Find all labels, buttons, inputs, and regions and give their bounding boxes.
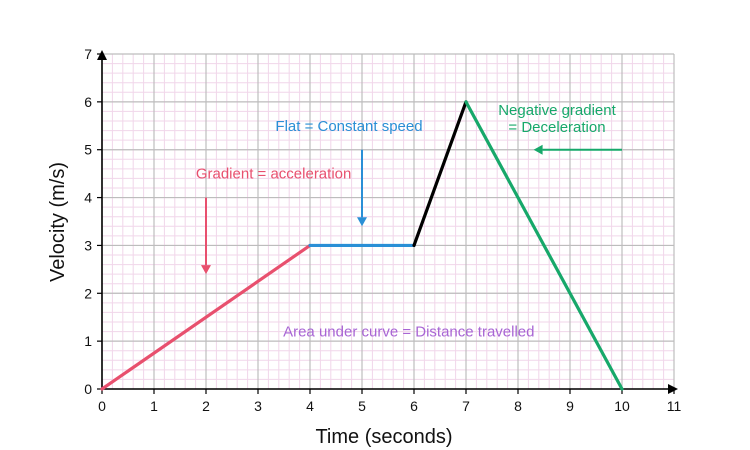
annotation-text-gradient: Gradient = acceleration — [196, 166, 352, 183]
annotation-text-area: Area under curve = Distance travelled — [283, 324, 534, 341]
x-tick-label: 0 — [98, 398, 106, 414]
y-tick-label: 4 — [84, 190, 92, 206]
annotation-text-negative: Negative gradient — [498, 102, 616, 119]
annotation-arrow-head-flat — [357, 217, 367, 227]
x-tick-label: 8 — [514, 398, 522, 414]
y-tick-label: 6 — [84, 94, 92, 110]
axes — [97, 50, 678, 394]
x-tick-label: 9 — [566, 398, 574, 414]
x-tick-label: 3 — [254, 398, 262, 414]
annotation-text-flat: Flat = Constant speed — [275, 118, 422, 135]
y-tick-label: 1 — [84, 333, 92, 349]
y-tick-label: 2 — [84, 285, 92, 301]
x-tick-label: 5 — [358, 398, 366, 414]
annotation-arrow-head-gradient — [201, 265, 211, 275]
x-tick-label: 7 — [462, 398, 470, 414]
x-tick-label: 6 — [410, 398, 418, 414]
y-tick-label: 0 — [84, 381, 92, 397]
annotation-text-negative: = Deceleration — [508, 119, 605, 136]
annotation-layer: Gradient = acceleration Flat = Constant s… — [196, 102, 622, 341]
series-layer — [100, 100, 624, 391]
y-tick-label: 7 — [84, 46, 92, 62]
y-tick-label: 5 — [84, 142, 92, 158]
y-tick-label: 3 — [84, 237, 92, 253]
tick-labels: 0 1 2 3 4 5 6 7 8 9 10 11 0 1 2 3 4 5 6 7 — [84, 46, 681, 414]
x-tick-label: 4 — [306, 398, 314, 414]
x-tick-label: 1 — [150, 398, 158, 414]
x-tick-label: 2 — [202, 398, 210, 414]
series-line-acceleration — [100, 243, 312, 391]
series-line-deceleration — [464, 100, 624, 391]
x-tick-label: 10 — [614, 398, 630, 414]
series-line-rise — [412, 100, 468, 248]
x-tick-label: 11 — [667, 398, 682, 414]
x-axis-title: Time (seconds) — [315, 426, 452, 448]
annotation-arrow-head-negative — [533, 144, 543, 155]
y-axis-title: Velocity (m/s) — [47, 162, 69, 282]
